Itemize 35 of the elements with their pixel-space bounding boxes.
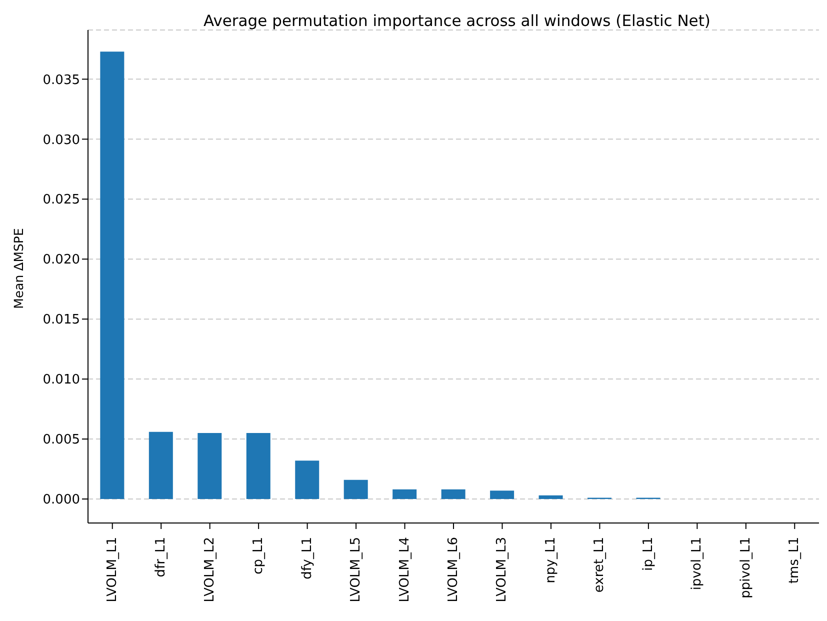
x-tick-label: tms_L1 [787, 537, 802, 584]
x-tick-label: ip_L1 [640, 537, 656, 571]
x-tick-label: ipvol_L1 [690, 537, 705, 590]
y-tick-label: 0.015 [42, 312, 80, 328]
x-tick-label: npy_L1 [543, 537, 558, 584]
x-tick-label: dfy_L1 [300, 537, 315, 580]
x-tick-label: exret_L1 [592, 537, 608, 593]
y-axis-title: Mean ΔMSPE [10, 228, 26, 308]
bar [246, 433, 270, 500]
chart-title: Average permutation importance across all windows (Elastic Net) [202, 12, 712, 30]
y-tick-label: 0.020 [42, 252, 80, 268]
x-tick-label: LVOLM_L5 [348, 537, 364, 602]
bar [441, 489, 466, 500]
y-tick-label: 0.005 [42, 432, 80, 448]
x-tick-label: LVOLM_L4 [397, 537, 412, 602]
bar [198, 433, 222, 500]
y-tick-label: 0.000 [42, 492, 80, 508]
bar [148, 432, 173, 500]
bar [392, 489, 417, 500]
x-tick-label: dfr_L1 [154, 537, 169, 578]
x-tick-label: LVOLM_L1 [104, 537, 120, 602]
x-tick-label: LVOLM_L2 [202, 537, 218, 602]
bar [100, 52, 124, 500]
y-tick-label: 0.035 [42, 72, 80, 88]
bar [490, 490, 514, 500]
x-tick-label: LVOLM_L6 [446, 537, 461, 602]
x-tick-label: ppivol_L1 [738, 537, 754, 598]
y-tick-label: 0.025 [42, 192, 80, 208]
y-tick-label: 0.010 [42, 372, 80, 388]
bar [538, 495, 563, 500]
x-tick-label: cp_L1 [251, 537, 266, 574]
y-tick-label: 0.030 [42, 132, 80, 148]
bar [295, 460, 320, 500]
x-tick-label: LVOLM_L3 [494, 537, 510, 602]
bar [344, 480, 368, 500]
